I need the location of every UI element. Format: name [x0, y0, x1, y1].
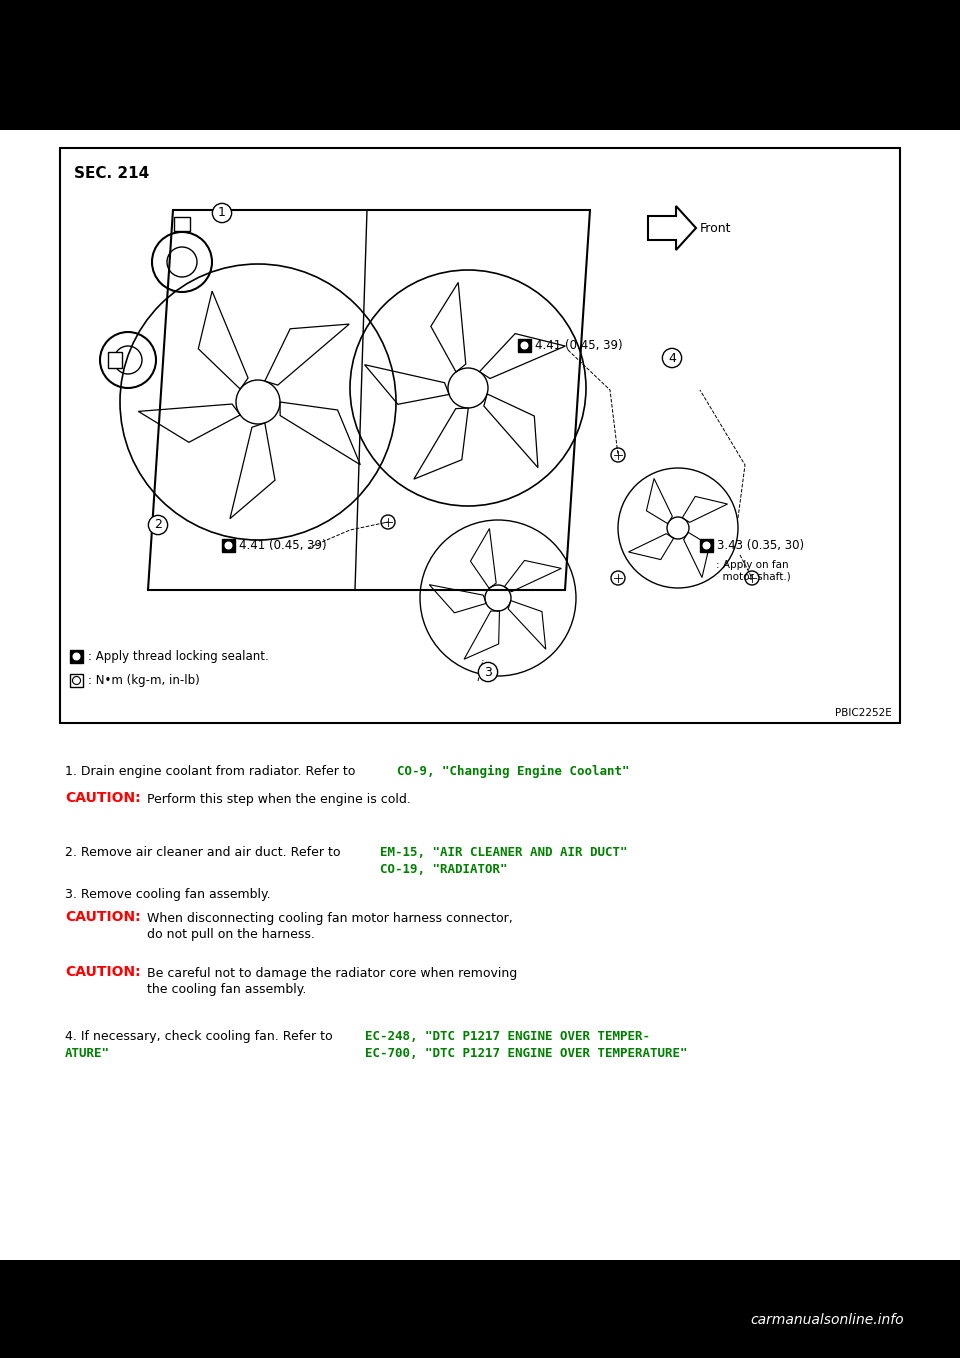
Text: the cooling fan assembly.: the cooling fan assembly. — [147, 983, 306, 995]
Text: 1. Drain engine coolant from radiator. Refer to: 1. Drain engine coolant from radiator. R… — [65, 765, 359, 778]
Text: : Apply on fan
  motor shaft.): : Apply on fan motor shaft.) — [716, 559, 791, 581]
Bar — [174, 217, 190, 231]
Circle shape — [520, 341, 529, 349]
Text: CO-19, "RADIATOR": CO-19, "RADIATOR" — [380, 862, 508, 876]
Text: carmanualsonline.info: carmanualsonline.info — [750, 1313, 903, 1327]
Text: 2. Remove air cleaner and air duct. Refer to: 2. Remove air cleaner and air duct. Refe… — [65, 846, 345, 860]
Text: 2: 2 — [154, 519, 162, 531]
Text: EC-248, "DTC P1217 ENGINE OVER TEMPER-: EC-248, "DTC P1217 ENGINE OVER TEMPER- — [365, 1029, 650, 1043]
Text: Perform this step when the engine is cold.: Perform this step when the engine is col… — [147, 793, 411, 807]
Bar — [700, 539, 713, 551]
Text: PBIC2252E: PBIC2252E — [835, 708, 892, 718]
Text: 4. If necessary, check cooling fan. Refer to: 4. If necessary, check cooling fan. Refe… — [65, 1029, 337, 1043]
Text: SEC. 214: SEC. 214 — [74, 166, 149, 181]
Bar — [222, 539, 235, 551]
Bar — [70, 674, 83, 687]
Text: 3. Remove cooling fan assembly.: 3. Remove cooling fan assembly. — [65, 888, 271, 900]
Circle shape — [611, 448, 625, 462]
Circle shape — [225, 542, 232, 550]
Text: CO-9, "Changing Engine Coolant": CO-9, "Changing Engine Coolant" — [397, 765, 630, 778]
Circle shape — [73, 676, 81, 684]
Text: 1: 1 — [218, 206, 226, 220]
Text: : Apply thread locking sealant.: : Apply thread locking sealant. — [88, 650, 269, 663]
Circle shape — [73, 652, 81, 660]
Text: CAUTION:: CAUTION: — [65, 910, 140, 923]
Bar — [0, 1260, 960, 1358]
Text: 3: 3 — [484, 665, 492, 679]
Text: EM-15, "AIR CLEANER AND AIR DUCT": EM-15, "AIR CLEANER AND AIR DUCT" — [380, 846, 628, 860]
Text: CAUTION:: CAUTION: — [65, 790, 140, 805]
Circle shape — [381, 515, 395, 530]
Text: 4.41 (0.45, 39): 4.41 (0.45, 39) — [239, 539, 326, 553]
Circle shape — [611, 570, 625, 585]
Bar — [0, 0, 960, 130]
Text: Front: Front — [700, 221, 732, 235]
Text: 3.43 (0.35, 30): 3.43 (0.35, 30) — [717, 539, 804, 553]
Text: ATURE": ATURE" — [65, 1047, 110, 1061]
Text: EC-700, "DTC P1217 ENGINE OVER TEMPERATURE": EC-700, "DTC P1217 ENGINE OVER TEMPERATU… — [365, 1047, 687, 1061]
Circle shape — [703, 542, 710, 550]
Text: 4.41 (0.45, 39): 4.41 (0.45, 39) — [535, 340, 623, 353]
Text: do not pull on the harness.: do not pull on the harness. — [147, 928, 315, 941]
Bar — [60, 148, 900, 722]
Text: : N•m (kg-m, in-lb): : N•m (kg-m, in-lb) — [88, 674, 200, 687]
Text: Be careful not to damage the radiator core when removing: Be careful not to damage the radiator co… — [147, 967, 517, 980]
Text: When disconnecting cooling fan motor harness connector,: When disconnecting cooling fan motor har… — [147, 913, 513, 925]
Bar — [108, 352, 122, 368]
Text: CAUTION:: CAUTION: — [65, 966, 140, 979]
Bar — [518, 340, 531, 352]
Circle shape — [745, 570, 759, 585]
Bar — [70, 650, 83, 663]
Text: 4: 4 — [668, 352, 676, 364]
